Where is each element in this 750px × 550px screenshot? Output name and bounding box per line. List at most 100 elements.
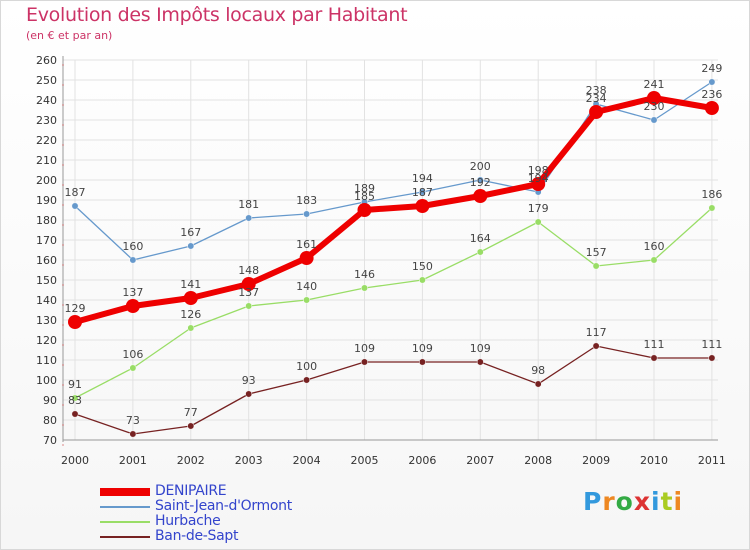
data-label: 236 (701, 88, 722, 101)
legend-label: Ban-de-Sapt (155, 528, 239, 544)
data-point (187, 242, 195, 250)
data-point (187, 422, 195, 430)
data-label: 179 (528, 202, 549, 215)
logo-letter: t (660, 487, 674, 516)
data-point (125, 299, 140, 313)
data-label: 192 (470, 176, 491, 189)
x-tick-label: 2001 (119, 454, 147, 467)
data-point (650, 256, 658, 264)
data-point (245, 390, 253, 398)
chart-title: Evolution des Impôts locaux par Habitant (26, 4, 408, 26)
data-point (418, 276, 426, 284)
logo-letter: x (633, 487, 651, 516)
x-tick-label: 2010 (640, 454, 668, 467)
data-label: 111 (701, 338, 722, 351)
data-label: 157 (586, 246, 607, 259)
data-point (129, 430, 137, 438)
y-tick-label: 210 (36, 154, 57, 167)
data-label: 117 (586, 326, 607, 339)
data-label: 137 (238, 286, 259, 299)
data-point (299, 251, 314, 265)
data-point (531, 177, 546, 191)
data-label: 129 (65, 302, 86, 315)
data-label: 238 (586, 84, 607, 97)
data-label: 187 (412, 186, 433, 199)
data-label: 100 (296, 360, 317, 373)
data-label: 234 (586, 92, 607, 105)
data-label: 194 (528, 172, 549, 185)
data-point (245, 302, 253, 310)
data-label: 93 (242, 374, 256, 387)
logo-letter: P (583, 487, 603, 516)
data-point (704, 101, 719, 115)
data-point (708, 354, 716, 362)
data-point (71, 394, 79, 402)
data-label: 164 (470, 232, 491, 245)
data-point (71, 410, 79, 418)
series-line-denipaire (74, 95, 713, 325)
data-label: 160 (644, 240, 665, 253)
legend-swatch (100, 521, 150, 523)
data-label: 198 (528, 164, 549, 177)
y-tick-label: 220 (36, 134, 57, 147)
y-tick-label: 170 (36, 234, 57, 247)
data-label: 194 (412, 172, 433, 185)
y-tick-label: 80 (43, 414, 57, 427)
data-label: 160 (122, 240, 143, 253)
data-point (589, 105, 604, 119)
x-tick-label: 2002 (177, 454, 205, 467)
data-label: 148 (238, 264, 259, 277)
data-label: 189 (354, 182, 375, 195)
data-point (418, 188, 426, 196)
data-label: 150 (412, 260, 433, 273)
data-point (361, 358, 368, 366)
data-label: 109 (412, 342, 433, 355)
x-tick-label: 2007 (466, 454, 494, 467)
data-label: 126 (180, 308, 201, 321)
x-tick-label: 2008 (524, 454, 552, 467)
data-point (708, 78, 716, 86)
y-tick-label: 100 (36, 374, 57, 387)
x-tick-label: 2000 (61, 454, 89, 467)
data-point (71, 202, 79, 210)
logo-letter: i (673, 487, 684, 516)
data-point (534, 218, 542, 226)
data-point (303, 210, 311, 218)
y-tick-label: 160 (36, 254, 57, 267)
x-tick-label: 2005 (351, 454, 379, 467)
data-point (650, 354, 658, 362)
logo-letter: o (615, 487, 634, 516)
legend-swatch (100, 536, 150, 538)
y-tick-label: 120 (36, 334, 57, 347)
data-label: 111 (644, 338, 665, 351)
data-label: 183 (296, 194, 317, 207)
data-label: 185 (354, 190, 375, 203)
y-tick-label: 240 (36, 94, 57, 107)
chart-subtitle: (en € et par an) (26, 29, 113, 42)
y-tick-label: 140 (36, 294, 57, 307)
data-point (476, 176, 484, 184)
x-tick-label: 2009 (582, 454, 610, 467)
logo-letter: i (651, 487, 661, 516)
y-tick-label: 110 (36, 354, 57, 367)
data-label: 181 (238, 198, 259, 211)
data-point (361, 284, 368, 292)
data-label: 186 (701, 188, 722, 201)
data-label: 241 (644, 78, 665, 91)
data-point (241, 277, 256, 291)
data-point (245, 214, 253, 222)
data-point (129, 364, 137, 372)
logo-letter: r (602, 487, 616, 516)
data-point (592, 342, 600, 350)
data-label: 73 (126, 414, 140, 427)
data-label: 77 (184, 406, 198, 419)
x-tick-label: 2004 (293, 454, 321, 467)
y-tick-label: 230 (36, 114, 57, 127)
y-tick-label: 180 (36, 214, 57, 227)
legend-label: DENIPAIRE (155, 483, 227, 499)
data-point (476, 248, 484, 256)
data-point (418, 358, 426, 366)
data-point (303, 296, 311, 304)
